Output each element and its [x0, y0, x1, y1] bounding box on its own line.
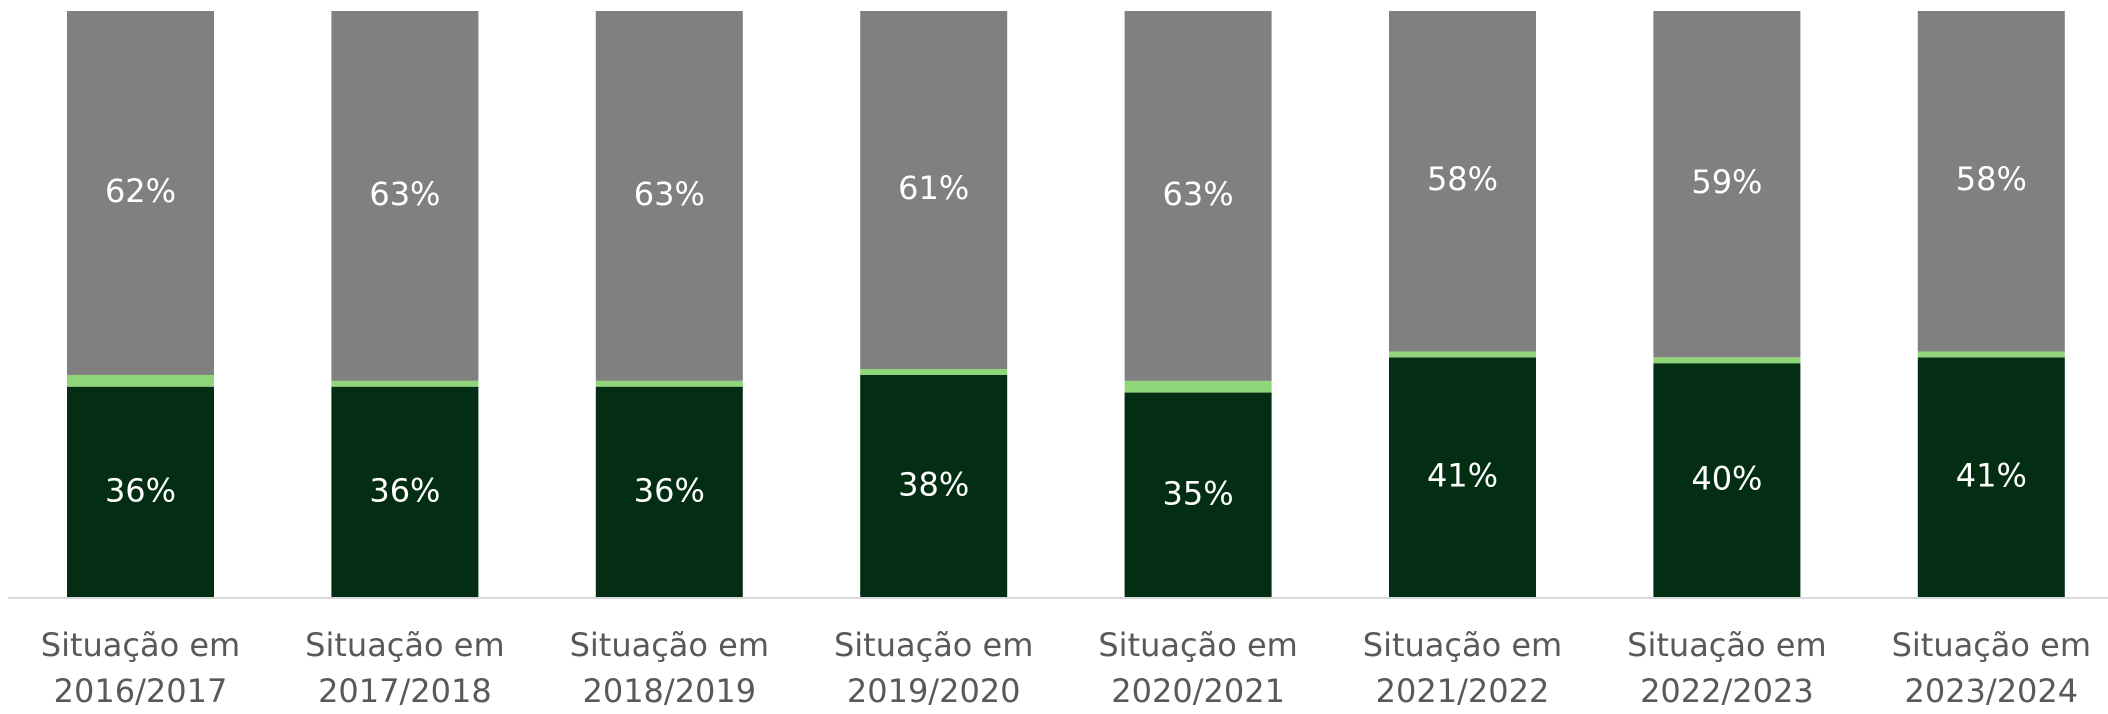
data-label: 41% — [1956, 457, 2027, 495]
bar-segment — [1124, 380, 1272, 393]
bar-segment — [595, 380, 743, 387]
data-label: 58% — [1956, 160, 2027, 198]
bar-segment — [1917, 357, 2065, 598]
bar-segment — [860, 374, 1008, 598]
bar-segment — [1389, 351, 1536, 358]
x-tick-label: Situação em 2023/2024 — [1891, 626, 2092, 710]
bar-segment — [331, 11, 479, 381]
data-label: 63% — [369, 175, 440, 213]
x-tick-label: Situação em 2019/2020 — [833, 626, 1034, 710]
data-label: 36% — [105, 471, 176, 509]
bar-segment — [1124, 11, 1272, 381]
bar-segment — [67, 11, 214, 375]
bar-segment — [67, 374, 214, 387]
data-label: 58% — [1427, 160, 1498, 198]
x-tick-label: Situação em 2022/2023 — [1627, 626, 1827, 710]
data-label: 41% — [1427, 457, 1498, 495]
bar-segment — [595, 386, 743, 598]
data-label: 59% — [1691, 163, 1762, 201]
bar-segment — [1917, 351, 2065, 358]
bar-segment — [860, 369, 1008, 375]
bar-segment — [1917, 11, 2065, 352]
bar-segment — [331, 386, 479, 598]
data-label: 36% — [369, 471, 440, 509]
bar-segment — [1653, 363, 1801, 598]
x-tick-label: Situação em 2018/2019 — [569, 626, 770, 710]
data-label: 61% — [898, 169, 969, 207]
bar-segment — [1389, 11, 1536, 352]
data-label: 62% — [105, 172, 176, 210]
data-label: 40% — [1691, 460, 1762, 498]
bar-segment — [331, 380, 479, 387]
bar-segment — [595, 11, 743, 381]
x-tick-label: Situação em 2016/2017 — [40, 626, 241, 710]
x-tick-label: Situação em 2020/2021 — [1098, 626, 1298, 710]
data-label: 63% — [1163, 175, 1234, 213]
bar-segment — [1389, 357, 1536, 598]
data-label: 38% — [898, 465, 969, 503]
x-tick-label: Situação em 2017/2018 — [305, 626, 505, 710]
bar-segment — [1653, 357, 1801, 364]
bar-segment — [67, 386, 214, 598]
bar-segment — [1124, 392, 1272, 598]
bar-segment — [1653, 11, 1801, 358]
data-label: 35% — [1163, 474, 1234, 512]
bar-segment — [860, 11, 1008, 370]
data-label: 36% — [634, 471, 705, 509]
data-label: 63% — [634, 175, 705, 213]
x-tick-label: Situação em 2021/2022 — [1362, 626, 1563, 710]
